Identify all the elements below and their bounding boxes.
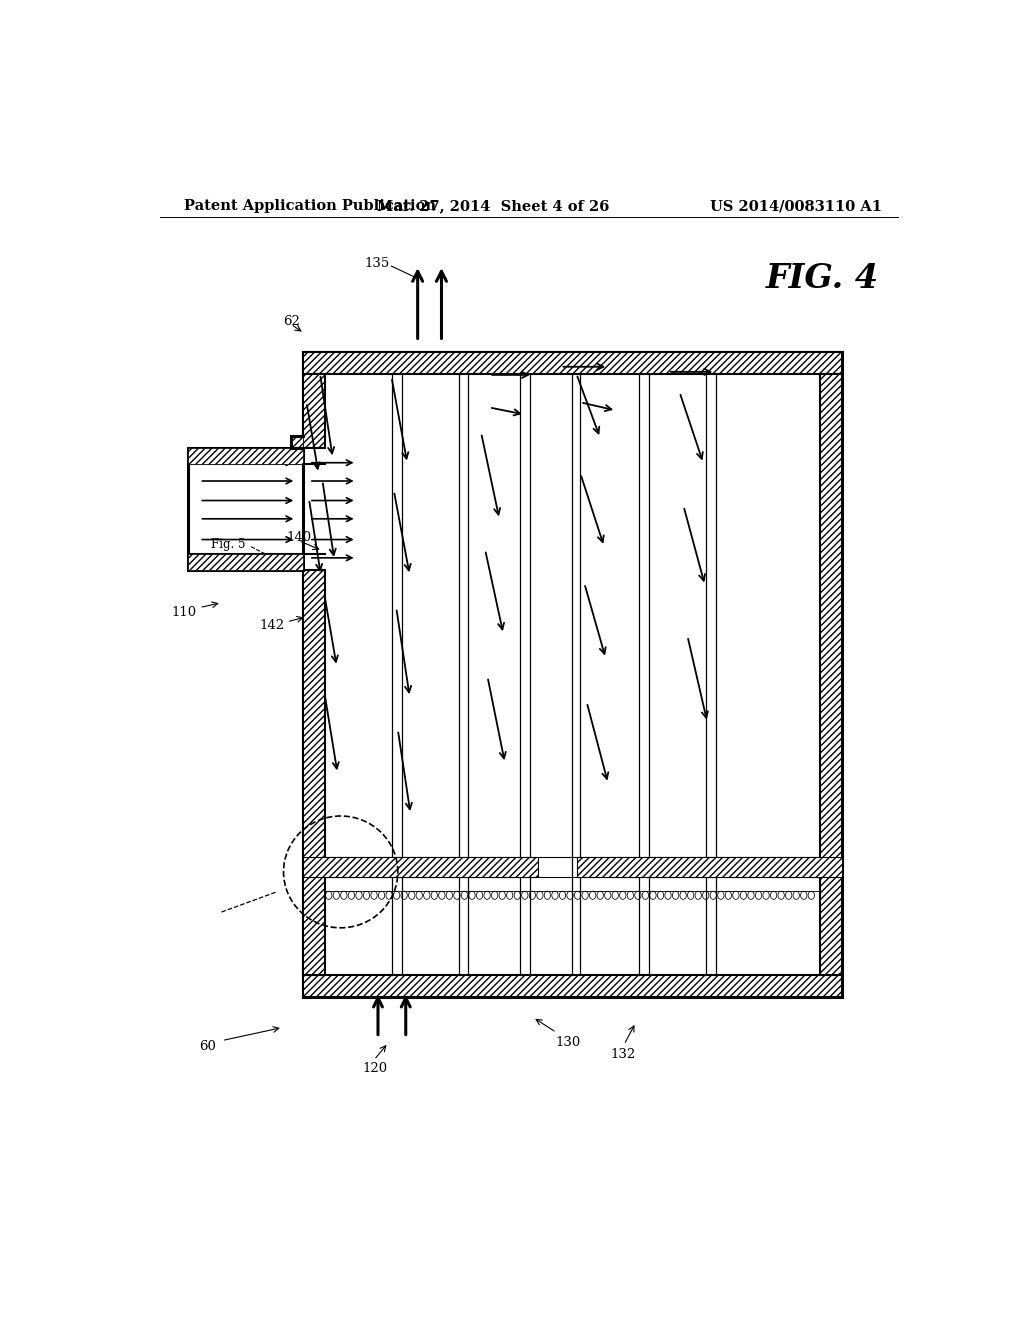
Text: US 2014/0083110 A1: US 2014/0083110 A1 <box>710 199 882 213</box>
Text: 120: 120 <box>362 1061 387 1074</box>
Text: 60: 60 <box>200 1040 216 1053</box>
Text: Patent Application Publication: Patent Application Publication <box>183 199 435 213</box>
Text: Mar. 27, 2014  Sheet 4 of 26: Mar. 27, 2014 Sheet 4 of 26 <box>377 199 609 213</box>
Bar <box>303 857 538 876</box>
Bar <box>303 351 842 374</box>
Text: 62: 62 <box>283 314 300 327</box>
Bar <box>187 554 303 570</box>
Bar <box>187 447 303 465</box>
Bar <box>291 436 303 447</box>
Text: 132: 132 <box>610 1048 636 1061</box>
Bar <box>820 374 843 974</box>
Bar <box>303 374 325 447</box>
Text: 140: 140 <box>287 531 312 544</box>
Bar <box>303 974 842 997</box>
Text: 142: 142 <box>259 619 284 632</box>
Text: 110: 110 <box>172 606 197 619</box>
Text: 130: 130 <box>555 1036 581 1049</box>
Bar <box>303 570 325 974</box>
Bar <box>578 857 842 876</box>
Text: 135: 135 <box>365 256 390 269</box>
Text: FIG. 4: FIG. 4 <box>766 261 879 294</box>
Text: Fig. 5: Fig. 5 <box>211 539 246 552</box>
Bar <box>303 351 842 997</box>
